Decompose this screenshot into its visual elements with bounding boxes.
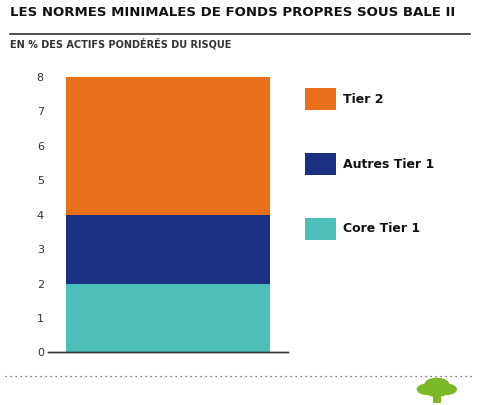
Bar [66, 77, 270, 215]
Text: Tier 2: Tier 2 [343, 93, 384, 106]
Circle shape [425, 385, 448, 397]
Bar [66, 284, 270, 352]
Circle shape [424, 378, 449, 391]
Text: LES NORMES MINIMALES DE FONDS PROPRES SOUS BALE II: LES NORMES MINIMALES DE FONDS PROPRES SO… [10, 6, 455, 19]
Bar [433, 396, 441, 403]
Circle shape [436, 384, 457, 395]
Circle shape [417, 384, 438, 395]
Bar [66, 215, 270, 284]
Text: EN % DES ACTIFS PONDÉRÉS DU RISQUE: EN % DES ACTIFS PONDÉRÉS DU RISQUE [10, 38, 231, 50]
Text: Core Tier 1: Core Tier 1 [343, 222, 420, 235]
Text: Autres Tier 1: Autres Tier 1 [343, 158, 434, 171]
